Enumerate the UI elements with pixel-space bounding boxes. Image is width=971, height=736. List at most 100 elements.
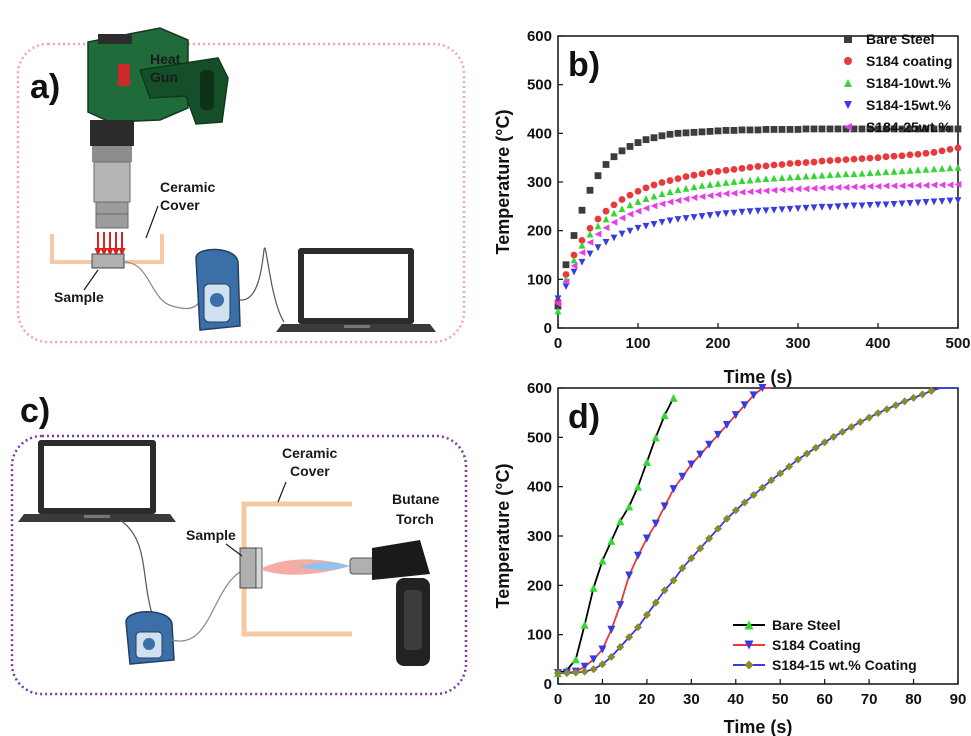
chart-d-legend-label: S184 Coating <box>772 637 861 653</box>
chart-d-point <box>580 662 589 671</box>
chart-d-point <box>829 432 838 441</box>
chart-b-point <box>610 218 618 226</box>
chart-b-point <box>706 212 714 219</box>
chart-d-point <box>642 458 651 466</box>
chart-d-y-tick-label: 100 <box>527 627 552 644</box>
chart-b-point <box>682 195 690 203</box>
chart-b-point <box>810 184 818 192</box>
chart-b-point <box>570 268 578 276</box>
chart-b-point <box>674 129 682 137</box>
chart-d-point <box>651 433 660 442</box>
chart-b-point <box>610 209 618 217</box>
chart-b-point <box>730 165 738 173</box>
butane-torch-icon <box>349 540 430 666</box>
chart-b-point <box>642 136 650 144</box>
chart-d-point <box>811 443 820 452</box>
chart-d-point <box>571 668 580 677</box>
chart-d-point <box>802 449 811 458</box>
chart-b-point <box>626 227 634 235</box>
chart-b-point <box>554 307 562 315</box>
chart-b: b) 0 100 200 300 400 500 0100200300400500600 … <box>493 28 971 387</box>
chart-b-point <box>730 209 738 217</box>
sample-label: Sample <box>54 289 104 305</box>
chart-b-point <box>922 165 930 173</box>
chart-b-point <box>946 164 954 172</box>
chart-b-point <box>834 125 842 133</box>
chart-b-point <box>810 125 818 133</box>
chart-d-plot-area <box>557 387 959 685</box>
chart-b-point <box>578 206 586 214</box>
chart-d-point <box>891 401 900 410</box>
chart-b-point <box>722 166 730 174</box>
chart-b-point <box>866 125 874 133</box>
chart-b-point <box>602 238 610 246</box>
chart-d-point <box>731 411 740 420</box>
chart-b-point <box>818 157 826 165</box>
chart-b-point <box>954 197 962 204</box>
chart-d-point <box>634 551 642 560</box>
chart-b-point <box>554 300 562 308</box>
chart-d-point <box>865 413 874 422</box>
chart-d-point <box>882 405 891 414</box>
chart-b-point <box>922 182 930 189</box>
chart-d-point <box>874 409 882 418</box>
chart-b-point <box>850 170 858 178</box>
chart-b-point <box>882 182 890 190</box>
chart-b-point <box>914 166 922 174</box>
chart-b-point <box>890 167 898 175</box>
chart-d-point <box>607 625 616 634</box>
chart-b-point <box>698 213 706 220</box>
chart-b-point <box>634 224 642 232</box>
chart-b-point <box>666 198 674 206</box>
chart-b-point <box>826 203 834 211</box>
chart-b-point <box>842 202 850 210</box>
chart-b-point <box>634 187 642 195</box>
chart-d-y-tick-label: 600 <box>527 380 552 397</box>
chart-b-point <box>570 262 578 270</box>
chart-b-legend-marker <box>844 35 852 43</box>
chart-b-point <box>954 164 962 171</box>
chart-b-legend-marker <box>844 57 852 65</box>
chart-b-point <box>706 168 714 176</box>
chart-b-point <box>690 194 698 201</box>
chart-b-point <box>642 204 650 212</box>
chart-b-point <box>802 204 810 212</box>
chart-b-point <box>786 126 794 133</box>
chart-d-point <box>785 462 794 471</box>
thermometer-icon-c <box>125 611 175 665</box>
chart-b-point <box>770 161 778 169</box>
chart-b-point <box>786 173 794 181</box>
chart-b-point <box>650 202 658 210</box>
chart-d-legend-marker <box>744 660 754 670</box>
chart-d-point <box>722 421 731 429</box>
chart-b-point <box>786 205 794 213</box>
chart-b-point <box>594 222 602 230</box>
chart-b-point <box>850 155 858 163</box>
chart-d-point <box>562 669 571 678</box>
chart-b-point <box>898 167 906 175</box>
chart-d-point <box>580 667 589 676</box>
chart-b-point <box>706 127 714 135</box>
chart-b-point <box>762 187 770 195</box>
chart-b-point <box>818 184 826 192</box>
chart-d-x-tick-label: 90 <box>950 691 967 708</box>
chart-d-point <box>669 485 678 494</box>
chart-b-point <box>586 186 594 194</box>
chart-b-point <box>946 181 954 189</box>
chart-b-point <box>810 204 818 212</box>
chart-d-point <box>714 430 722 439</box>
chart-d-y-tick-label: 0 <box>544 676 552 693</box>
chart-b-point <box>770 174 778 182</box>
chart-b-point <box>746 176 754 184</box>
panel-a-letter: a) <box>30 68 60 106</box>
chart-d-point <box>705 440 714 449</box>
chart-b-point <box>562 261 570 269</box>
chart-b-point <box>722 210 730 218</box>
chart-b-legend-label: S184-10wt.% <box>866 75 951 91</box>
chart-b-point <box>610 153 618 161</box>
chart-b-point <box>666 217 674 225</box>
chart-b-series-2 <box>554 144 962 305</box>
chart-b-point <box>714 180 722 187</box>
chart-b-point <box>810 158 818 166</box>
chart-d-point <box>607 652 616 661</box>
